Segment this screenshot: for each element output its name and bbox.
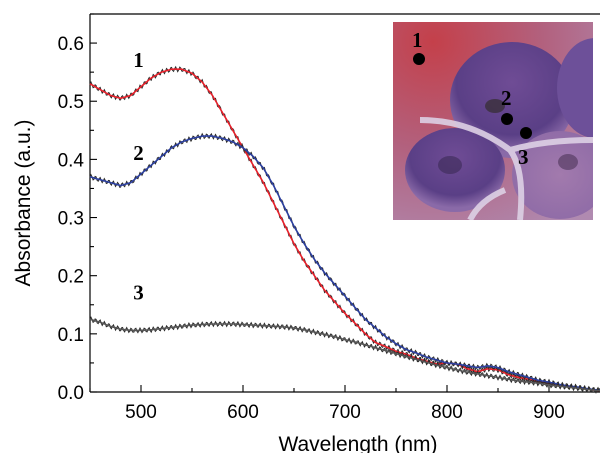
series-1-line xyxy=(89,68,600,392)
inset-boundary-lines xyxy=(419,117,593,220)
series-layer xyxy=(89,65,600,394)
inset-cell-topright xyxy=(557,38,593,138)
x-tick-label-800: 800 xyxy=(431,402,463,423)
series-3-line xyxy=(89,318,600,392)
y-tick-label-0.0: 0.0 xyxy=(58,383,84,404)
y-tick-label-0.2: 0.2 xyxy=(58,267,84,288)
y-ticks: 0.0 0.1 0.2 0.3 0.4 0.5 0.6 xyxy=(58,13,97,404)
inset-nucleus-right xyxy=(558,154,578,170)
y-axis-title: Absorbance (a.u.) xyxy=(12,120,35,287)
y-tick-label-0.5: 0.5 xyxy=(58,92,84,113)
inset-photo: 1 2 3 xyxy=(393,22,593,220)
y-tick-label-0.4: 0.4 xyxy=(58,150,85,171)
inset-label-3: 3 xyxy=(518,145,529,169)
curve-label-2: 2 xyxy=(133,141,144,165)
x-ticks: 500 600 700 800 900 xyxy=(89,385,600,423)
curve-label-3: 3 xyxy=(133,281,144,305)
y-tick-label-0.3: 0.3 xyxy=(58,209,84,230)
inset-cell-top xyxy=(450,42,574,158)
series-1-raw-line xyxy=(89,65,600,394)
x-tick-label-500: 500 xyxy=(125,402,157,423)
inset-cell-right xyxy=(512,131,593,219)
series-2-raw-line xyxy=(89,132,600,394)
y-tick-label-0.6: 0.6 xyxy=(58,34,84,55)
inset-label-2: 2 xyxy=(501,86,512,110)
x-tick-label-700: 700 xyxy=(329,402,361,423)
inset-nucleus-top xyxy=(485,99,505,113)
curve-labels: 1 2 3 xyxy=(133,48,144,305)
inset-marker-2 xyxy=(501,113,513,125)
x-tick-label-600: 600 xyxy=(227,402,259,423)
series-2-line xyxy=(89,135,600,392)
x-axis-title: Wavelength (nm) xyxy=(278,433,437,453)
inset-nucleus-left xyxy=(438,156,462,174)
x-tick-label-900: 900 xyxy=(533,402,565,423)
inset-marker-1 xyxy=(413,53,425,65)
inset-label-1: 1 xyxy=(412,28,423,52)
series-3-raw-line xyxy=(89,316,600,394)
inset-marker-3 xyxy=(520,127,532,139)
y-tick-label-0.1: 0.1 xyxy=(58,325,84,346)
curve-label-1: 1 xyxy=(133,48,144,72)
